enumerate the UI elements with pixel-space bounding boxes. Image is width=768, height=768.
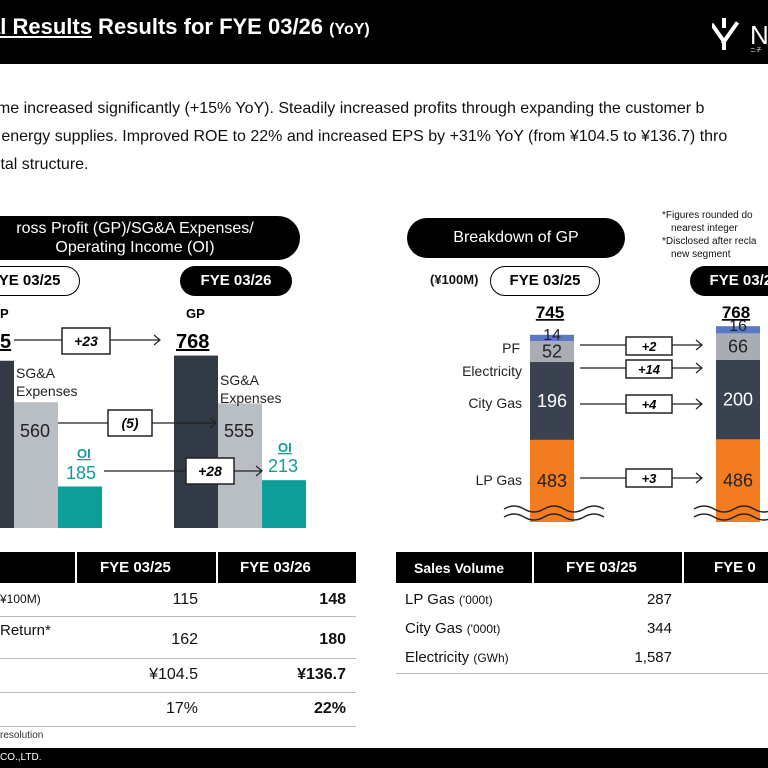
left-table-row-label: Return* (0, 622, 51, 639)
diff-lpgas: +3 (642, 471, 658, 486)
summary-text: ome increased significantly (+15% YoY). … (0, 95, 768, 179)
gp-total-prev: 745 (536, 303, 564, 322)
summary-line-1: ome increased significantly (+15% YoY). … (0, 100, 705, 117)
gp-prev-label: P (0, 306, 9, 321)
left-table-header: FYE 03/25 FYE 03/26 (0, 552, 356, 583)
sga-bar-prev (14, 402, 58, 528)
right-table-row: City Gas ('000t) 344 (396, 615, 768, 644)
right-table-row-label: City Gas ('000t) (405, 620, 501, 637)
electricity-segment-curr (716, 333, 760, 360)
sga-curr-label-2: Expenses (220, 390, 281, 406)
left-chart-title: ross Profit (GP)/SG&A Expenses/ Operatin… (0, 216, 300, 260)
footer-text: CO.,LTD. (0, 752, 42, 763)
pf-value-curr: 16 (729, 318, 747, 335)
legend-citygas: City Gas (468, 395, 522, 411)
citygas-segment-curr (716, 359, 760, 440)
gp-bar-prev (0, 360, 14, 528)
sga-prev-label-1: SG&A (16, 365, 56, 381)
diff-sga-box: (5) (107, 409, 153, 437)
diff-citygas: +4 (642, 397, 658, 412)
diff-oi-box: +28 (185, 457, 235, 485)
citygas-value-curr: 200 (723, 390, 753, 410)
diff-sga: (5) (121, 415, 138, 431)
left-period-prev: FYE 03/25 (0, 266, 80, 296)
left-period-curr: FYE 03/26 (180, 266, 292, 296)
right-table-row: LP Gas ('000t) 287 (396, 586, 768, 615)
oi-bar-curr (262, 480, 306, 528)
left-table-row-label: ¥100M) (0, 592, 41, 606)
lpgas-segment-prev (530, 439, 574, 522)
axis-break-marks (503, 505, 768, 521)
diff-oi: +28 (198, 463, 222, 479)
diff-electricity: +14 (638, 362, 661, 377)
diff-pf: +2 (642, 339, 658, 354)
citygas-value-prev: 196 (537, 391, 567, 411)
left-table-curr-value: 22% (313, 700, 346, 717)
left-table-prev-value: ¥104.5 (149, 666, 198, 683)
company-logo: N ニチ (712, 18, 768, 54)
right-table-header: Sales Volume FYE 03/25 FYE 0 (396, 552, 768, 583)
header-bar: al Results Results for FYE 03/26 (YoY) N… (0, 0, 768, 64)
electricity-segment-prev (530, 341, 574, 362)
logo-subtext: ニチ (750, 47, 762, 54)
footer-bar: CO.,LTD. (0, 748, 768, 768)
citygas-segment-prev (530, 361, 574, 440)
right-period-curr: FYE 03/26 (690, 266, 768, 296)
left-table-row: 17% 22% (0, 692, 356, 727)
left-table-prev-value: 17% (165, 700, 198, 717)
right-chart-title: Breakdown of GP (407, 218, 625, 258)
sga-prev-value: 560 (20, 421, 50, 441)
left-table-prev-value: 115 (172, 591, 198, 608)
right-table-row-label: Electricity (GWh) (405, 649, 509, 666)
right-table-prev-value: 344 (646, 620, 672, 637)
pf-segment-curr (716, 326, 760, 334)
legend-electricity: Electricity (462, 363, 522, 379)
left-table-row: ¥100M) 115 148 (0, 583, 356, 617)
gp-curr-label: GP (186, 306, 205, 321)
electricity-value-prev: 52 (542, 341, 562, 361)
oi-prev-value: 185 (66, 463, 96, 483)
diff-gp-box: +23 (61, 327, 111, 355)
electricity-value-curr: 66 (728, 337, 748, 357)
oi-prev-label: OI (77, 446, 91, 461)
lpgas-value-curr: 486 (723, 471, 753, 491)
left-table-prev-value: 162 (171, 631, 198, 648)
left-table-curr-value: 148 (319, 591, 346, 608)
gp-curr-value: 768 (176, 331, 209, 353)
left-table-curr-value: ¥136.7 (297, 666, 346, 683)
diff-gp: +23 (74, 333, 98, 349)
lpgas-value-prev: 483 (537, 471, 567, 491)
right-period-prev: FYE 03/25 (490, 266, 600, 296)
oi-curr-label: OI (278, 440, 292, 455)
left-table-row: Return* 162 180 (0, 616, 356, 659)
sga-prev-label-2: Expenses (16, 383, 77, 399)
left-table-footnote: resolution (0, 730, 44, 741)
legend-pf: PF (502, 340, 520, 356)
pf-value-prev: 14 (543, 327, 561, 344)
unit-label: (¥100M) (430, 272, 479, 287)
right-table-prev-value: 287 (646, 591, 672, 608)
oi-curr-value: 213 (268, 456, 298, 476)
right-table-prev-value: 1,587 (634, 649, 672, 666)
oi-bar-prev (58, 486, 102, 528)
pf-segment-prev (530, 334, 574, 342)
summary-line-3: pital structure. (0, 156, 89, 173)
gp-prev-value: 5 (0, 331, 11, 353)
logo-text: N (750, 20, 768, 50)
left-table-curr-value: 180 (319, 631, 346, 648)
left-table-row: ¥104.5 ¥136.7 (0, 658, 356, 693)
sga-curr-label-1: SG&A (220, 372, 260, 388)
left-bar-chart: P 5 GP 768 SG&A Expenses 560 SG&A Expens… (0, 306, 306, 528)
right-table-row: Electricity (GWh) 1,587 (396, 644, 768, 674)
right-note: *Figures rounded do nearest integer *Dis… (662, 210, 757, 260)
page-title: al Results Results for FYE 03/26 (YoY) (0, 14, 370, 39)
gp-total-curr: 768 (722, 303, 750, 322)
right-table-row-label: LP Gas ('000t) (405, 591, 493, 608)
sga-curr-value: 555 (224, 421, 254, 441)
gp-bar-curr (174, 355, 218, 528)
legend-lpgas: LP Gas (476, 472, 522, 488)
summary-line-2: e energy supplies. Improved ROE to 22% a… (0, 128, 728, 145)
